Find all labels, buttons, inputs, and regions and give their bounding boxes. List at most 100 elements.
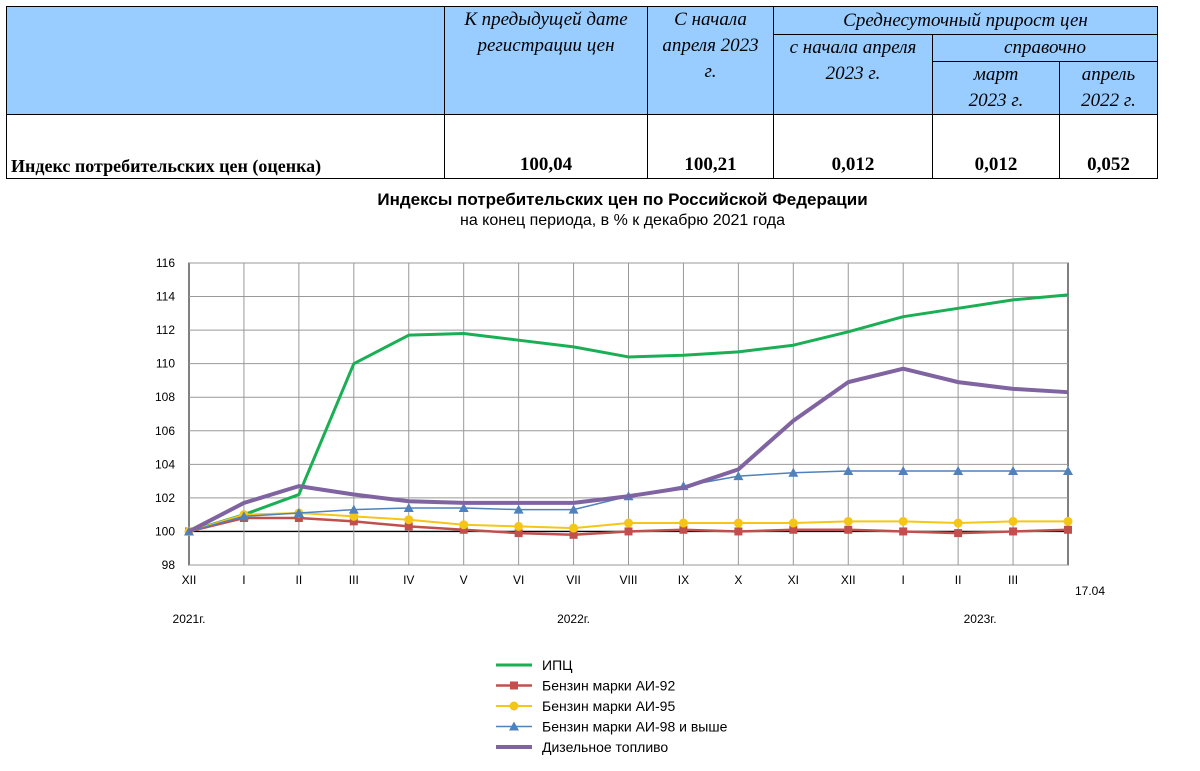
x-tick-label: XII	[841, 573, 856, 587]
legend-label: Бензин марки АИ-95	[542, 698, 675, 714]
legend-marker	[510, 681, 518, 690]
legend-marker	[509, 721, 519, 731]
chart-subtitle: на конец периода, в % к декабрю 2021 год…	[459, 212, 786, 229]
data-point	[513, 504, 524, 514]
cpi-table: К предыдущей дате регистрации цен С нача…	[6, 6, 1158, 179]
row-label-cpi: Индекс потребительских цен (оценка)	[6, 114, 445, 179]
data-point	[404, 515, 414, 525]
data-point	[953, 518, 963, 528]
data-point	[843, 516, 853, 526]
data-point	[843, 466, 854, 476]
data-point	[404, 522, 413, 531]
data-point	[953, 466, 964, 476]
y-tick-label: 104	[155, 457, 175, 471]
y-tick-label: 110	[156, 357, 175, 371]
data-point	[734, 527, 743, 536]
data-point	[898, 466, 909, 476]
y-tick-label: 108	[155, 390, 175, 404]
y-tick-label: 114	[156, 290, 175, 304]
x-tick-label: X	[734, 573, 742, 587]
x-tick-label: III	[1008, 573, 1018, 587]
y-tick-label: 106	[155, 424, 175, 438]
data-point	[238, 511, 249, 521]
x-tick-label: VI	[513, 573, 524, 587]
y-tick-label: 100	[155, 524, 175, 538]
data-point	[569, 523, 579, 533]
data-point	[733, 471, 744, 481]
data-point	[349, 511, 359, 521]
year-label: 2022г.	[557, 612, 590, 626]
data-point	[899, 527, 908, 536]
data-point	[348, 504, 359, 514]
x-tick-label: II	[955, 573, 962, 587]
legend-label: ИПЦ	[542, 657, 573, 673]
value-avg-since-april: 0,012	[773, 114, 933, 179]
legend-label: Бензин марки АИ-92	[542, 678, 675, 694]
x-tick-label: I	[242, 573, 245, 587]
data-point	[733, 518, 743, 528]
data-point	[514, 521, 524, 531]
data-point	[1008, 466, 1019, 476]
data-point	[1009, 527, 1018, 536]
header-march-2023: март 2023 г.	[932, 61, 1060, 115]
data-point	[568, 504, 579, 514]
x-tick-label: 17.04	[1075, 584, 1105, 598]
chart-title: Индексы потребительских цен по Российско…	[377, 190, 868, 209]
data-point	[403, 502, 414, 512]
legend-marker	[509, 701, 519, 711]
x-tick-label: IX	[678, 573, 689, 587]
legend-label: Бензин марки АИ-98 и выше	[542, 719, 728, 735]
data-point	[679, 525, 688, 534]
series-line	[188, 366, 1069, 534]
header-avg-since-april: с начала апреля 2023 г.	[773, 34, 933, 115]
header-avg-daily: Среднесуточный прирост цен	[773, 6, 1158, 35]
header-blank-cell	[6, 6, 445, 115]
legend-label: Дизельное топливо	[542, 739, 668, 755]
x-tick-label: VIII	[619, 573, 637, 587]
value-april-2022: 0,052	[1059, 114, 1158, 179]
data-point	[459, 520, 469, 530]
data-point	[624, 518, 633, 528]
data-point	[1064, 525, 1072, 534]
header-reference: справочно	[932, 34, 1158, 62]
x-tick-label: I	[902, 573, 905, 587]
series-line	[188, 293, 1069, 533]
year-label: 2023г.	[964, 612, 997, 626]
y-tick-label: 102	[155, 491, 175, 505]
data-point	[569, 530, 578, 539]
data-point	[844, 525, 853, 534]
data-point	[898, 516, 908, 526]
x-tick-label: III	[349, 573, 359, 587]
x-tick-label: V	[460, 573, 468, 587]
x-tick-label: XI	[788, 573, 799, 587]
data-point	[678, 518, 688, 528]
data-point	[1063, 516, 1073, 526]
data-point	[789, 525, 798, 534]
y-tick-label: 98	[162, 558, 176, 572]
data-point	[349, 517, 358, 526]
value-since-april: 100,21	[647, 114, 774, 179]
data-point	[1008, 516, 1018, 526]
data-point	[459, 525, 468, 534]
data-point	[788, 467, 799, 477]
data-point	[624, 527, 633, 536]
data-point	[954, 529, 963, 538]
y-tick-label: 112	[156, 323, 175, 337]
x-tick-label: II	[296, 573, 303, 587]
data-point	[458, 502, 469, 512]
year-label: 2021г.	[173, 612, 206, 626]
value-march-2023: 0,012	[932, 114, 1060, 179]
header-since-april: С начала апреля 2023 г.	[647, 6, 774, 115]
data-point	[293, 507, 304, 517]
data-point	[294, 514, 303, 523]
x-tick-label: IV	[403, 573, 414, 587]
data-point	[1063, 466, 1073, 476]
header-april-2022: апрель 2022 г.	[1059, 61, 1158, 115]
x-tick-label: XII	[182, 573, 197, 587]
value-prev-date: 100,04	[444, 114, 648, 179]
y-tick-label: 116	[156, 256, 175, 270]
data-point	[788, 518, 798, 528]
x-tick-label: VII	[566, 573, 581, 587]
data-point	[514, 529, 523, 538]
